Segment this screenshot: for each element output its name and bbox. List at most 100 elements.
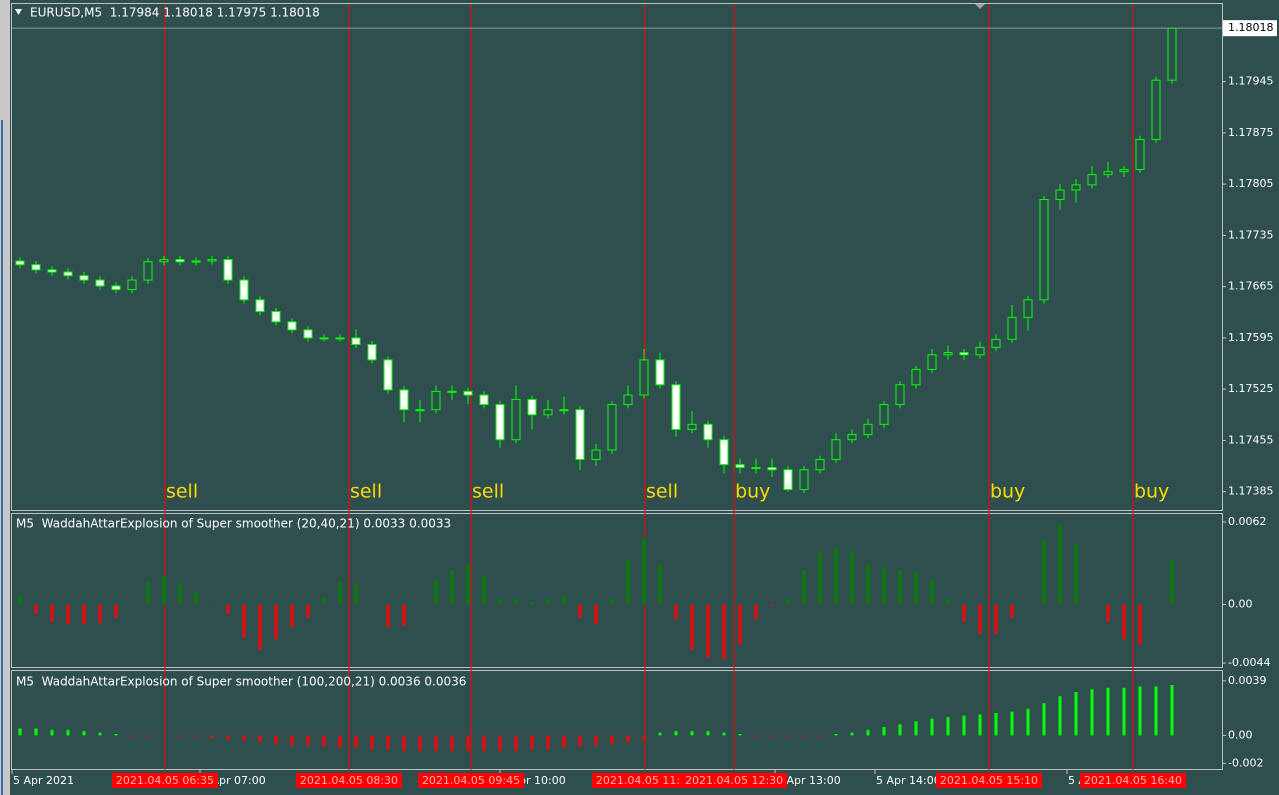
candle-body [575,409,585,460]
indicator-panel [11,513,1223,668]
y-tick-label: 1.17875 [1228,126,1274,139]
histogram-bar [242,735,246,741]
y-tick-label: 0.0039 [1228,674,1267,687]
histogram-bar [1106,687,1110,736]
signal-label: sell [646,481,678,503]
histogram-bar [354,584,358,605]
histogram-bar [1122,687,1126,736]
y-tick-label: 1.17455 [1228,433,1274,446]
histogram-bar [818,552,822,605]
histogram-bar [18,595,22,605]
histogram-bar [706,604,710,658]
histogram-bar [1042,703,1046,736]
histogram-bar [226,735,230,740]
candle-body [767,467,777,471]
histogram-bar [290,735,294,746]
candle-body [527,398,537,416]
y-tick-label: 1.17735 [1228,228,1274,241]
histogram-bar [530,735,534,750]
histogram-bar [642,735,646,740]
event-time-box [1079,773,1186,788]
histogram-bar [338,581,342,605]
candle-body [1071,184,1081,191]
histogram-bar [898,569,902,605]
histogram-bar [866,564,870,605]
histogram-bar [642,537,646,605]
histogram-bar [194,735,198,737]
event-time-box [111,773,218,788]
histogram-bar [562,596,566,605]
candle-body [383,359,393,391]
histogram-bar [306,604,310,618]
x-tick-label: 5 Apr 2021 [13,774,74,787]
candle-body [735,464,745,469]
candle-body [863,423,873,436]
candle-body [367,344,377,361]
candle-body [591,449,601,460]
histogram-bar [466,735,470,751]
histogram-bar [770,735,774,737]
signal-label: buy [735,481,770,503]
histogram-bar [210,735,214,739]
candle-body [223,259,233,281]
histogram-bar [354,735,358,748]
event-time-label: 2021.04.05 11:35 [596,774,694,787]
histogram-bar [194,591,198,605]
histogram-bar [402,604,406,626]
histogram-bar [962,604,966,622]
event-time-label: 2021.04.05 08:30 [300,774,398,787]
histogram-bar [1170,560,1174,605]
candle-body [927,354,937,370]
candle-body [143,261,153,281]
histogram-bar [338,735,342,748]
candle-body [15,260,25,266]
histogram-bar [882,727,886,736]
histogram-bar [930,718,934,736]
histogram-bar [274,604,278,640]
histogram-bar [66,604,70,625]
candle-body [463,390,473,396]
candle-body [1007,316,1017,340]
histogram-bar [1058,524,1062,605]
shift-marker[interactable] [975,4,985,9]
histogram-bar [786,599,790,605]
y-tick-label: 1.17385 [1228,485,1274,498]
histogram-bar [306,735,310,746]
histogram-bar [514,599,518,605]
candle-body [959,352,969,356]
candle-body [271,311,281,323]
histogram-bar [1138,686,1142,736]
histogram-bar [802,735,806,737]
histogram-bar [594,604,598,625]
chart-title: EURUSD,M5 1.17984 1.18018 1.17975 1.1801… [30,6,320,20]
candle-body [1135,138,1145,170]
candle-body [479,394,489,406]
candle-body [639,359,649,396]
event-time-label: 2021.04.05 06:35 [116,774,214,787]
x-tick-label: 5 Apr 13:00 [776,774,841,787]
histogram-bar [98,604,102,624]
candle-body [543,409,553,416]
y-tick-label: 0.0062 [1228,515,1267,528]
histogram-bar [818,735,822,737]
candle-body [255,299,265,313]
histogram-bar [1058,696,1062,736]
candle-body [95,279,105,287]
histogram-bar [114,604,118,618]
event-time-box [418,773,525,788]
histogram-bar [434,735,438,751]
candle-body [991,338,1001,348]
histogram-bar [610,599,614,605]
histogram-bar [386,735,390,750]
menu-triangle[interactable] [15,9,22,15]
histogram-bar [114,734,118,736]
histogram-bar [1170,685,1174,736]
histogram-bar [226,604,230,614]
histogram-bar [578,604,582,618]
histogram-bar [258,604,262,650]
signal-label: buy [990,481,1025,503]
candle-body [239,279,249,301]
histogram-bar [178,735,182,737]
histogram-bar [914,571,918,605]
